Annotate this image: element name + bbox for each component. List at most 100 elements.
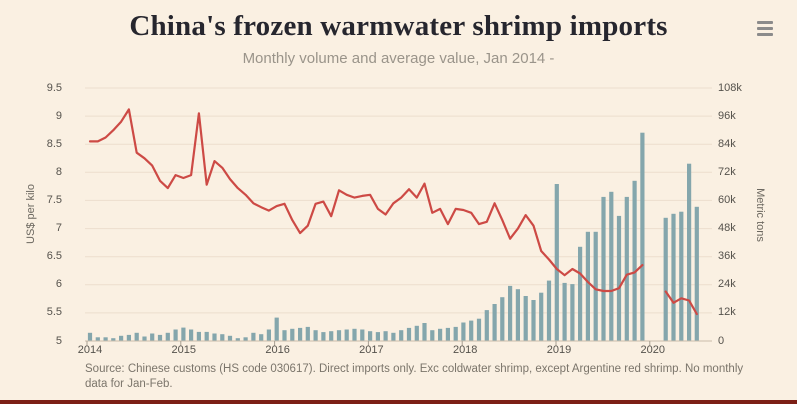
- hamburger-icon: [757, 32, 773, 36]
- volume-bar: [336, 330, 342, 341]
- volume-bar: [87, 332, 93, 341]
- volume-bar: [679, 211, 684, 341]
- volume-bar: [375, 332, 380, 341]
- volume-bar: [414, 325, 419, 341]
- x-axis-tick-label: 2018: [452, 344, 478, 356]
- volume-bar: [570, 284, 575, 341]
- y-axis-left-tick-label: 6: [55, 278, 62, 291]
- volume-bar: [305, 326, 310, 341]
- volume-bar: [344, 329, 349, 341]
- volume-bar: [671, 213, 676, 341]
- chart-subtitle: Monthly volume and average value, Jan 20…: [242, 50, 555, 67]
- chart-plot-area[interactable]: [0, 75, 797, 375]
- volume-bar: [220, 334, 225, 341]
- hamburger-icon: [757, 20, 773, 24]
- x-axis-tick-label: 2016: [265, 344, 290, 356]
- volume-bar: [329, 331, 334, 341]
- y-axis-left-tick-label: 7.5: [46, 193, 62, 206]
- volume-bar: [476, 318, 482, 341]
- left-axis-title: US$ per kilo: [25, 184, 37, 244]
- volume-bar: [453, 326, 458, 341]
- volume-bar: [632, 180, 637, 341]
- volume-bar: [274, 317, 279, 341]
- x-axis-tick-label: 2020: [640, 344, 666, 356]
- volume-bar: [399, 330, 404, 341]
- volume-bar: [687, 163, 692, 341]
- y-axis-right-tick-label: 36k: [718, 250, 736, 263]
- volume-bar: [492, 304, 497, 341]
- volume-bar: [368, 331, 373, 341]
- y-axis-right-tick-label: 60k: [718, 193, 736, 206]
- volume-bar: [624, 196, 629, 341]
- hamburger-icon: [757, 26, 773, 30]
- volume-bar: [593, 231, 598, 341]
- volume-bar: [546, 280, 552, 341]
- volume-bar: [438, 328, 443, 341]
- y-axis-right-tick-label: 12k: [718, 306, 736, 319]
- avg-value-line: [88, 108, 698, 316]
- volume-bar: [259, 334, 264, 341]
- volume-bar: [150, 333, 155, 341]
- volume-bar: [601, 196, 606, 341]
- y-axis-right-tick-label: 84k: [718, 137, 736, 150]
- volume-bar: [391, 332, 396, 341]
- volume-bar: [251, 332, 256, 341]
- y-axis-left-tick-label: 8: [55, 165, 62, 178]
- volume-bar: [539, 292, 544, 341]
- volume-bar: [181, 327, 186, 341]
- y-axis-right-tick-label: 48k: [718, 222, 736, 235]
- volume-bar: [484, 310, 489, 341]
- volume-bar: [266, 329, 271, 341]
- x-axis-tick-label: 2017: [359, 344, 384, 356]
- volume-bar: [126, 334, 131, 341]
- volume-bar: [173, 329, 178, 341]
- volume-bar: [461, 322, 466, 341]
- volume-bar: [142, 336, 147, 341]
- bottom-accent-bar: [0, 400, 797, 404]
- volume-bar: [313, 330, 318, 341]
- y-axis-left-tick-label: 7: [55, 222, 62, 235]
- volume-bar: [515, 289, 520, 341]
- x-axis-tick-label: 2014: [77, 344, 103, 356]
- volume-bar: [508, 285, 513, 341]
- volume-bar: [585, 231, 590, 341]
- volume-bar: [204, 331, 209, 341]
- y-axis-right-tick-label: 0: [718, 334, 725, 347]
- y-axis-right-tick-label: 72k: [718, 165, 736, 178]
- chart-menu-button[interactable]: [753, 17, 777, 39]
- volume-bar: [321, 332, 326, 341]
- x-axis-tick-label: 2015: [171, 344, 197, 356]
- volume-bar: [531, 300, 536, 341]
- chart-title: China's frozen warmwater shrimp imports: [129, 10, 668, 42]
- volume-bar: [196, 331, 201, 341]
- volume-bar: [445, 327, 450, 341]
- volume-bar: [103, 337, 108, 341]
- y-axis-left-tick-label: 5.5: [46, 306, 62, 319]
- volume-bar: [609, 191, 614, 341]
- volume-bar: [430, 330, 435, 341]
- y-axis-left-tick-label: 5: [55, 334, 62, 347]
- volume-bar: [406, 327, 412, 341]
- volume-bar: [554, 184, 559, 341]
- volume-bar: [616, 215, 622, 341]
- volume-bar: [212, 333, 217, 341]
- volume-bar: [119, 335, 124, 341]
- y-axis-right-tick-label: 108k: [718, 81, 742, 94]
- volume-bar: [282, 330, 287, 341]
- volume-bar: [578, 246, 583, 341]
- volume-bar: [422, 323, 427, 341]
- volume-bar: [360, 329, 365, 341]
- y-axis-left-tick-label: 9.5: [46, 81, 62, 94]
- volume-bar: [227, 335, 233, 341]
- volume-bar: [562, 282, 567, 341]
- volume-bar: [157, 334, 163, 341]
- volume-bar: [243, 337, 248, 341]
- volume-bar: [290, 328, 295, 341]
- volume-bar: [383, 331, 388, 341]
- volume-bar: [523, 296, 528, 341]
- volume-bar: [134, 332, 139, 341]
- y-axis-left-tick-label: 6.5: [46, 250, 62, 263]
- y-axis-left-tick-label: 8.5: [46, 137, 62, 150]
- volume-bar: [694, 206, 699, 341]
- volume-bar: [235, 338, 240, 341]
